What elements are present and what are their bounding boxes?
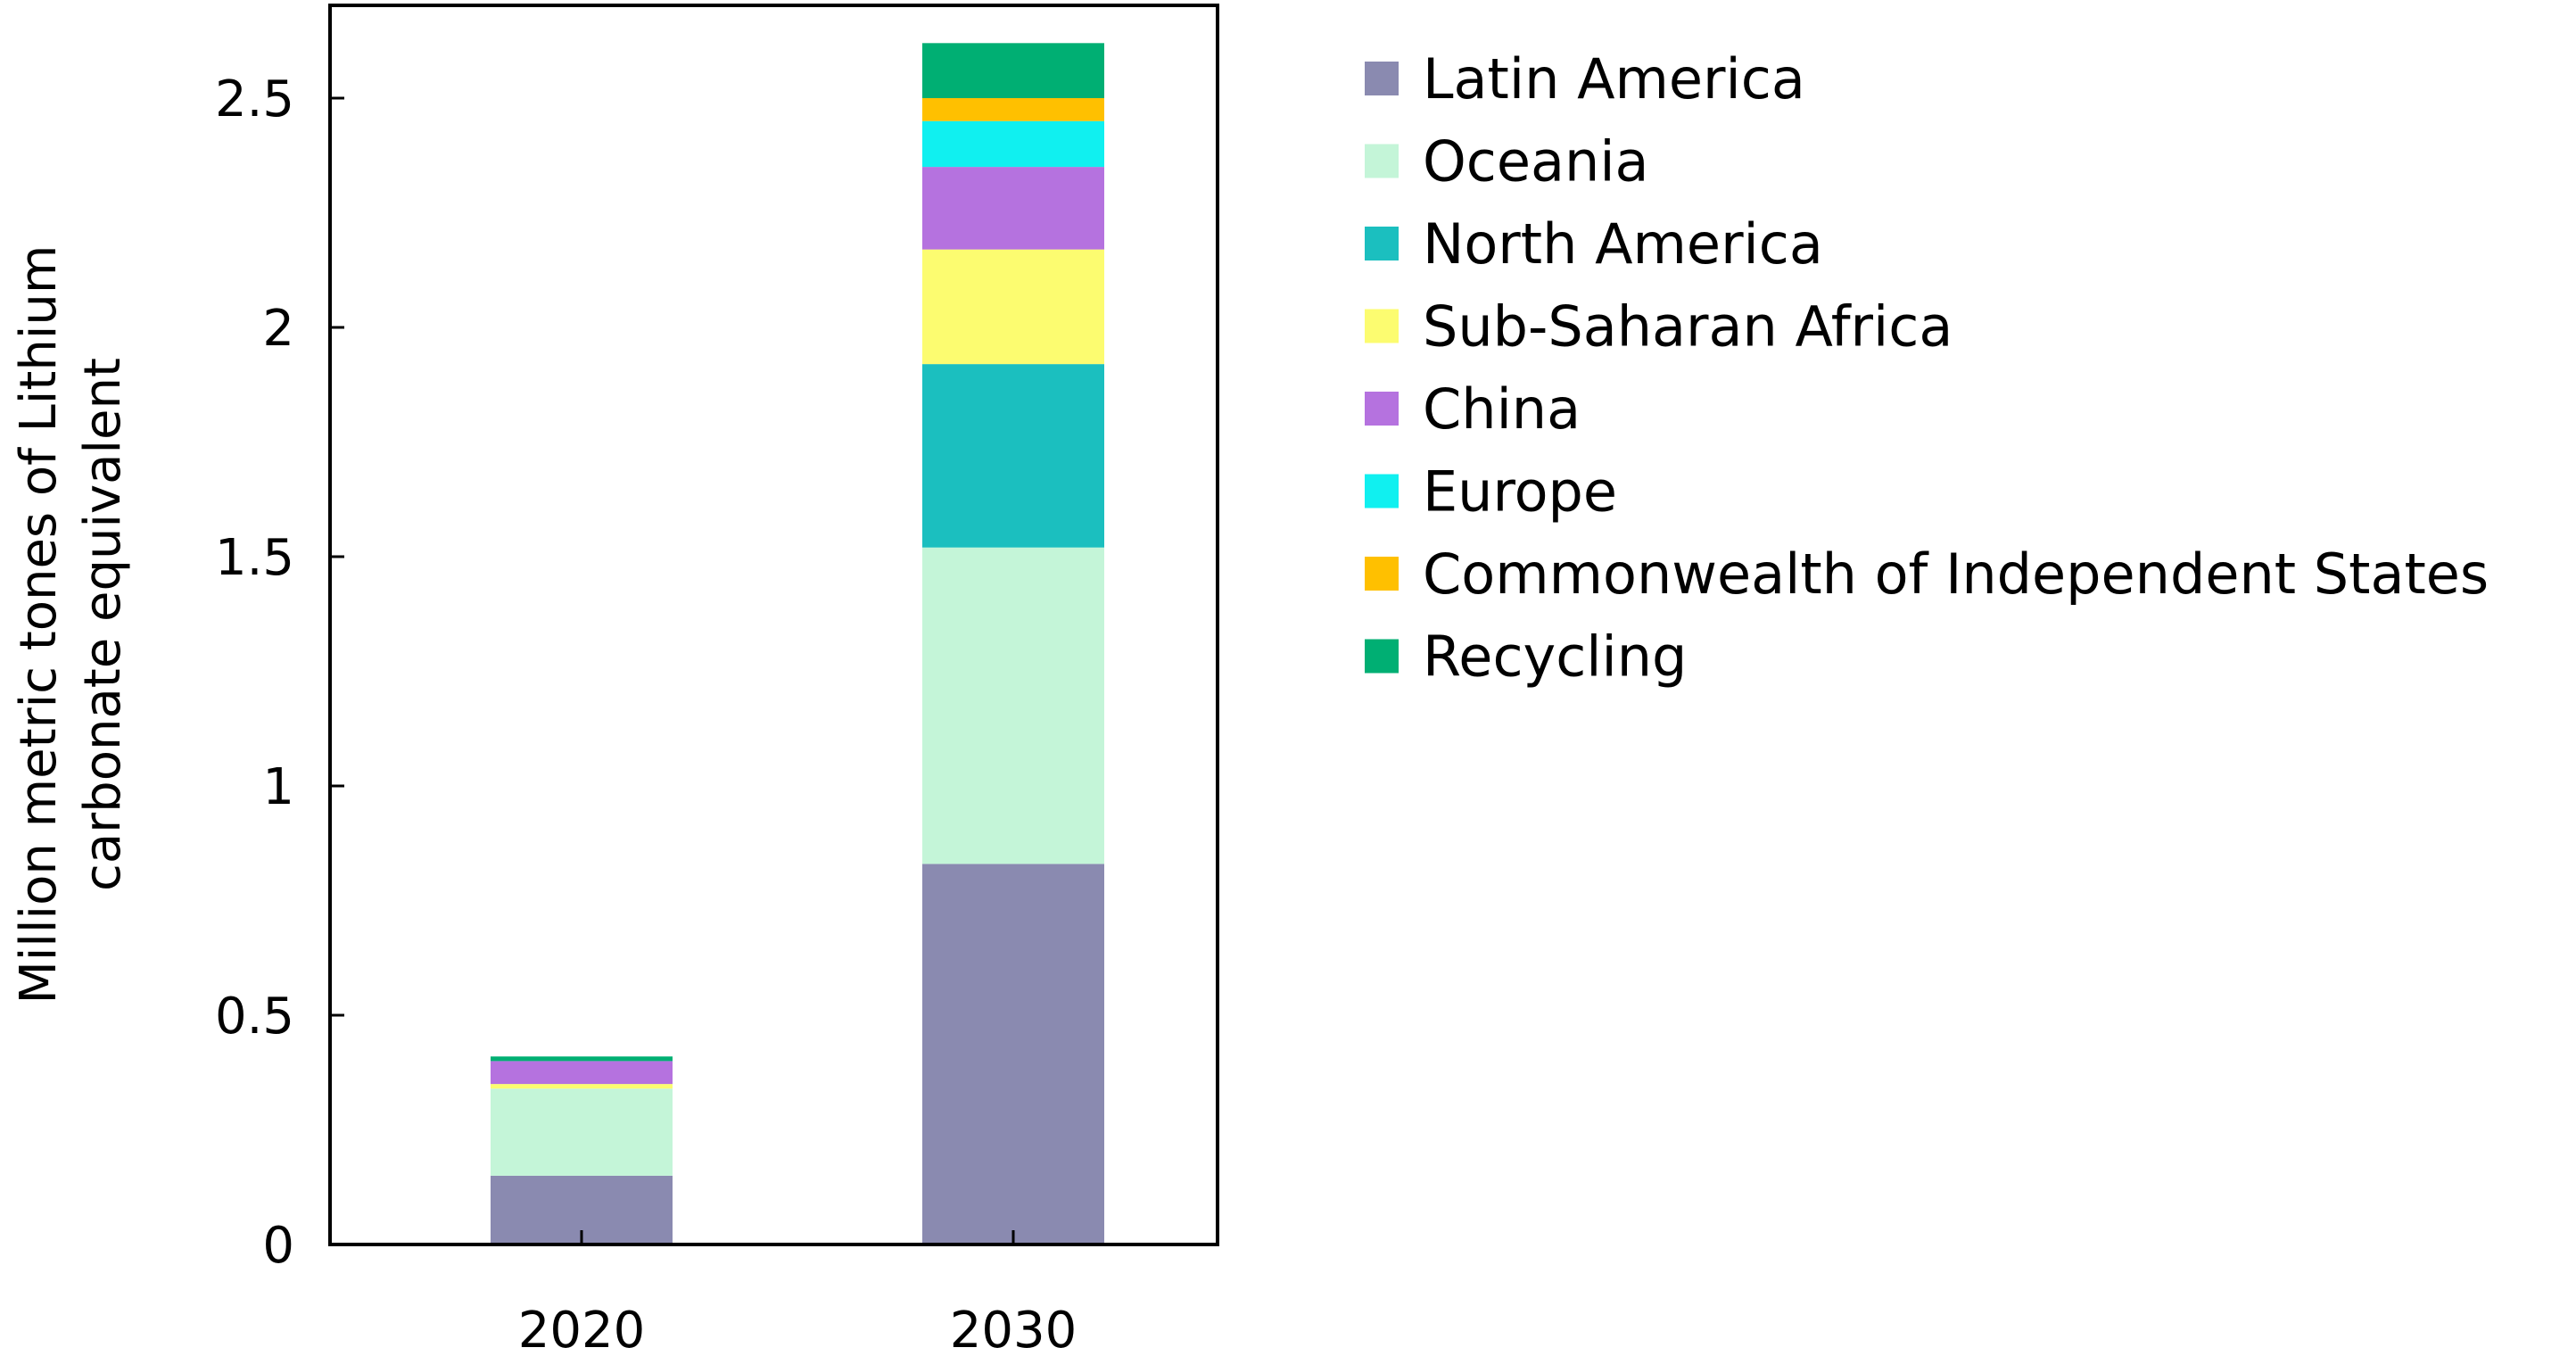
bar-segment-commonwealth-of-independent-states-2030 xyxy=(922,98,1104,121)
bar-segment-sub-saharan-africa-2030 xyxy=(922,249,1104,365)
legend-swatch xyxy=(1365,639,1399,674)
y-tick-label: 1 xyxy=(262,758,294,816)
legend-swatch xyxy=(1365,392,1399,426)
bar-segment-china-2030 xyxy=(922,167,1104,250)
x-axis-categories: 2020 2030 xyxy=(518,1230,1077,1356)
legend: Latin America Oceania North America Sub-Sah… xyxy=(1365,46,2489,690)
legend-label: Oceania xyxy=(1423,129,1649,194)
y-axis-title-line: carbonate equivalent xyxy=(74,358,132,891)
legend-swatch xyxy=(1365,227,1399,260)
y-tick-label: 0.5 xyxy=(215,988,294,1046)
bar-segment-latin-america-2030 xyxy=(922,864,1104,1244)
legend-swatch xyxy=(1365,557,1399,591)
bar-segment-north-america-2030 xyxy=(922,364,1104,548)
legend-swatch xyxy=(1365,309,1399,343)
bars xyxy=(491,43,1104,1244)
y-tick-label: 2 xyxy=(262,300,294,358)
y-tick-label: 1.5 xyxy=(215,529,294,587)
bar-segment-europe-2030 xyxy=(922,120,1104,168)
legend-swatch xyxy=(1365,62,1399,95)
y-axis-title-line: Million metric tones of Lithium xyxy=(10,245,68,1005)
bar-segment-oceania-2030 xyxy=(922,547,1104,864)
legend-label: Commonwealth of Independent States xyxy=(1423,542,2489,607)
y-axis-ticks: 0 0.5 1 1.5 2 2.5 xyxy=(215,70,344,1275)
bar-segment-china-2020 xyxy=(491,1061,673,1085)
y-tick-label: 0 xyxy=(262,1217,294,1275)
legend-label: Latin America xyxy=(1423,46,1805,112)
legend-swatch xyxy=(1365,474,1399,508)
legend-label: Recycling xyxy=(1423,624,1687,690)
legend-label: Europe xyxy=(1423,459,1617,525)
x-category-label: 2030 xyxy=(950,1302,1077,1356)
bar-segment-recycling-2030 xyxy=(922,43,1104,98)
legend-label: North America xyxy=(1423,211,1823,277)
x-category-label: 2020 xyxy=(518,1302,646,1356)
y-tick-label: 2.5 xyxy=(215,70,294,128)
plot-area-frame xyxy=(328,4,1219,1246)
bar-segment-oceania-2020 xyxy=(491,1088,673,1176)
bar-segment-sub-saharan-africa-2020 xyxy=(491,1084,673,1089)
bar-segment-recycling-2020 xyxy=(491,1056,673,1062)
y-axis-title: Million metric tones of Lithium carbonate… xyxy=(10,245,132,1005)
legend-label: China xyxy=(1423,376,1581,442)
legend-label: Sub-Saharan Africa xyxy=(1423,294,1953,360)
legend-swatch xyxy=(1365,144,1399,178)
